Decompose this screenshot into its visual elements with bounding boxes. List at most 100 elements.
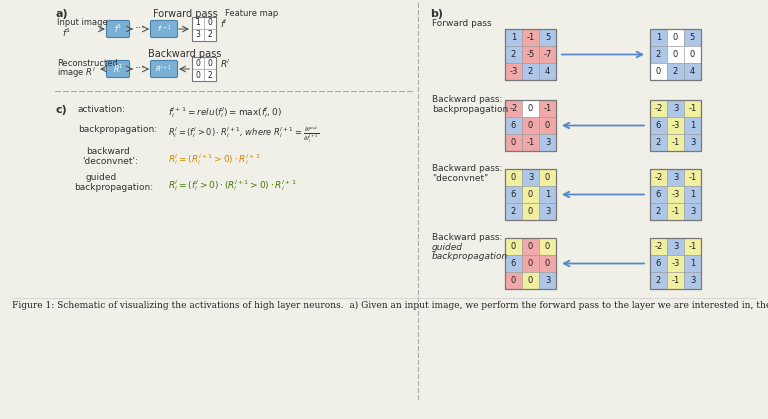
Bar (505, 29, 522, 46)
Text: 4: 4 (690, 67, 695, 76)
Text: backpropagation:: backpropagation: (78, 125, 157, 134)
Bar (650, 169, 701, 220)
Bar (650, 100, 701, 151)
Text: 0: 0 (528, 259, 533, 268)
Bar (650, 29, 667, 46)
Bar (684, 238, 701, 255)
Bar (684, 169, 701, 186)
Bar (192, 57, 216, 81)
Text: 3: 3 (673, 242, 678, 251)
Text: "deconvnet": "deconvnet" (432, 174, 488, 183)
Text: 2: 2 (673, 67, 678, 76)
Bar (522, 134, 539, 151)
Text: -3: -3 (671, 259, 680, 268)
Text: 0: 0 (196, 59, 200, 67)
Bar (667, 203, 684, 220)
Text: -3: -3 (671, 121, 680, 130)
Bar (684, 203, 701, 220)
Bar (192, 17, 204, 29)
Bar (539, 46, 556, 63)
Text: 0: 0 (511, 242, 516, 251)
Text: -1: -1 (688, 242, 697, 251)
Bar (667, 100, 684, 117)
Bar (539, 117, 556, 134)
Text: Forward pass: Forward pass (432, 19, 492, 28)
Text: image $R^l$: image $R^l$ (57, 66, 96, 80)
Bar (204, 69, 216, 81)
FancyBboxPatch shape (151, 60, 177, 78)
Bar (684, 255, 701, 272)
Text: $R_i^l = (f_i^l > 0) \cdot (R_i^{l+1} > 0) \cdot R_i^{l+1}$: $R_i^l = (f_i^l > 0) \cdot (R_i^{l+1} > … (168, 178, 296, 193)
Bar (684, 134, 701, 151)
Bar (539, 255, 556, 272)
Bar (650, 100, 667, 117)
Text: $f_i^{l+1} = relu(f_i^l) = \max(f_i^l, 0)$: $f_i^{l+1} = relu(f_i^l) = \max(f_i^l, 0… (168, 105, 282, 120)
Text: $f^1$: $f^1$ (114, 23, 122, 35)
Text: $R^{l-1}$: $R^{l-1}$ (155, 63, 173, 75)
Text: 2: 2 (511, 50, 516, 59)
Bar (505, 100, 556, 151)
Text: ···: ··· (134, 63, 145, 73)
Bar (667, 272, 684, 289)
Bar (684, 117, 701, 134)
Bar (505, 169, 556, 220)
Bar (650, 169, 667, 186)
Text: 3: 3 (545, 276, 550, 285)
Bar (505, 255, 522, 272)
Text: Backward pass:: Backward pass: (432, 233, 502, 242)
Text: 2: 2 (656, 276, 661, 285)
Bar (522, 100, 539, 117)
Text: ···: ··· (134, 23, 145, 33)
Bar (650, 186, 667, 203)
Text: backpropagation:: backpropagation: (74, 183, 153, 192)
Text: -1: -1 (671, 207, 680, 216)
Bar (522, 117, 539, 134)
Text: 6: 6 (656, 190, 661, 199)
Text: 6: 6 (656, 121, 661, 130)
Bar (667, 255, 684, 272)
Text: 5: 5 (545, 33, 550, 42)
Text: 4: 4 (545, 67, 550, 76)
Text: 0: 0 (511, 276, 516, 285)
Bar (650, 29, 701, 80)
Text: 0: 0 (528, 121, 533, 130)
Text: $R^1$: $R^1$ (113, 63, 124, 75)
Text: $R_i^l = (f_i^l > 0) \cdot R_i^{l+1}$, where $R_i^{l+1} = \frac{\partial f^{out}: $R_i^l = (f_i^l > 0) \cdot R_i^{l+1}$, w… (168, 125, 319, 145)
Text: $f^{l-1}$: $f^{l-1}$ (157, 23, 171, 35)
Bar (539, 238, 556, 255)
Bar (650, 272, 667, 289)
Text: 6: 6 (656, 259, 661, 268)
Text: 0: 0 (656, 67, 661, 76)
Bar (192, 29, 204, 41)
Bar (522, 255, 539, 272)
Bar (650, 117, 667, 134)
Text: -1: -1 (526, 33, 535, 42)
Text: guided: guided (86, 173, 118, 182)
Text: 1: 1 (690, 259, 695, 268)
Text: 'deconvnet':: 'deconvnet': (82, 157, 138, 166)
Text: 3: 3 (673, 104, 678, 113)
Bar (667, 186, 684, 203)
Bar (539, 29, 556, 46)
Bar (522, 272, 539, 289)
Bar (667, 29, 684, 46)
Bar (522, 186, 539, 203)
Text: -2: -2 (654, 104, 663, 113)
Text: 0: 0 (528, 207, 533, 216)
Text: -7: -7 (543, 50, 551, 59)
Text: -2: -2 (509, 104, 518, 113)
Bar (505, 238, 522, 255)
Text: 3: 3 (545, 207, 550, 216)
Text: activation:: activation: (78, 105, 126, 114)
Bar (667, 238, 684, 255)
Bar (204, 29, 216, 41)
Bar (192, 57, 204, 69)
Bar (650, 203, 667, 220)
FancyBboxPatch shape (151, 21, 177, 37)
Bar (539, 63, 556, 80)
Bar (522, 29, 539, 46)
Bar (204, 57, 216, 69)
Text: 1: 1 (545, 190, 550, 199)
Bar (505, 134, 522, 151)
Text: 3: 3 (690, 138, 695, 147)
